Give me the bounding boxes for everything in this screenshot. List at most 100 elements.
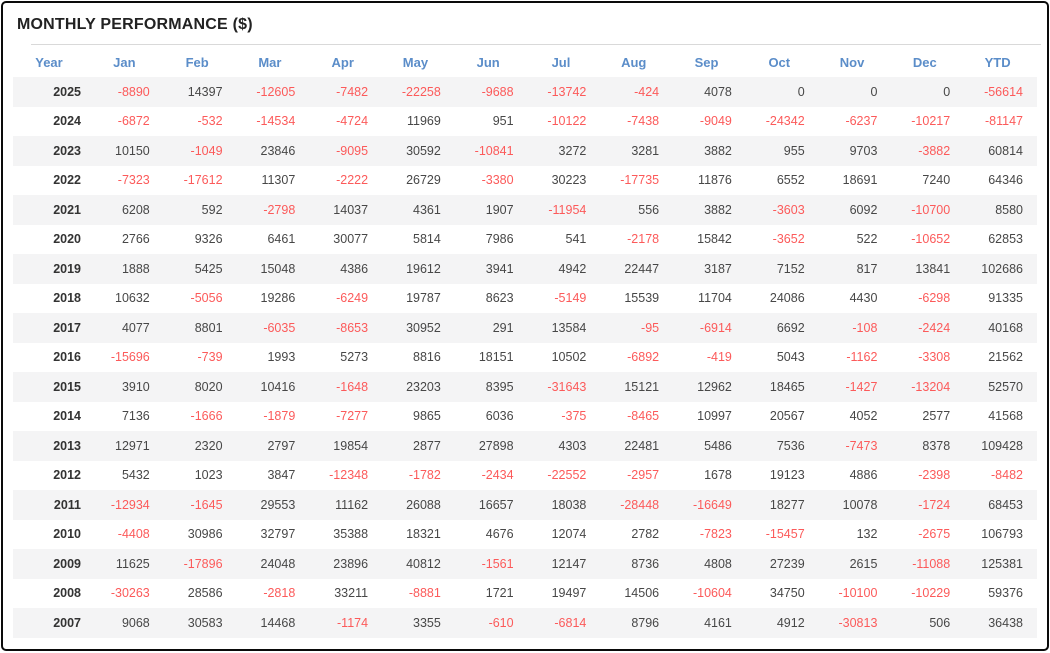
year-cell-2024: 2024 bbox=[53, 114, 81, 129]
cell-2011-ytd: 68453 bbox=[988, 497, 1023, 512]
year-cell-2017: 2017 bbox=[53, 320, 81, 335]
cell-2023-apr: -9095 bbox=[336, 143, 369, 158]
year-cell-2023: 2023 bbox=[53, 143, 81, 158]
cell-2021-jan: 6208 bbox=[121, 202, 150, 217]
cell-2011-nov: 10078 bbox=[842, 497, 878, 512]
cell-2014-jun: 6036 bbox=[485, 409, 514, 424]
cell-2007-sep: 4161 bbox=[704, 615, 732, 630]
cell-2016-oct: 5043 bbox=[776, 350, 805, 365]
cell-2008-aug: 14506 bbox=[624, 586, 660, 601]
cell-2012-jul: -22552 bbox=[547, 468, 587, 483]
table-row-2010: 2010 -4408 30986 32797 35388 18321 4676 12074 27… bbox=[13, 520, 1037, 550]
cell-2022-jun: -3380 bbox=[481, 173, 514, 188]
cell-2020-ytd: 62853 bbox=[988, 232, 1023, 247]
table-row-2019: 2019 1888 5425 15048 4386 19612 3941 4942 22447 3… bbox=[13, 254, 1037, 284]
cell-2008-dec: -10229 bbox=[911, 586, 951, 601]
cell-2015-aug: 15121 bbox=[624, 379, 660, 394]
cell-2022-mar: 11307 bbox=[261, 173, 296, 188]
header-row: Year Jan Feb Mar Apr May Jun Jul Aug Sep Oct Nov Dec… bbox=[13, 47, 1037, 77]
cell-2013-aug: 22481 bbox=[624, 438, 660, 453]
cell-2025-jul: -13742 bbox=[547, 84, 587, 99]
cell-2008-ytd: 59376 bbox=[988, 586, 1023, 601]
column-header-jan: Jan bbox=[113, 54, 136, 70]
cell-2010-may: 18321 bbox=[406, 527, 441, 542]
cell-2009-jul: 12147 bbox=[551, 556, 587, 571]
cell-2021-ytd: 8580 bbox=[995, 202, 1023, 217]
cell-2013-jan: 12971 bbox=[115, 438, 150, 453]
year-cell-2018: 2018 bbox=[53, 291, 81, 306]
cell-2013-nov: -7473 bbox=[845, 438, 878, 453]
year-cell-2022: 2022 bbox=[53, 173, 81, 188]
cell-2014-sep: 10997 bbox=[697, 409, 732, 424]
cell-2012-dec: -2398 bbox=[918, 468, 951, 483]
cell-2021-dec: -10700 bbox=[911, 202, 951, 217]
cell-2021-nov: 6092 bbox=[849, 202, 878, 217]
cell-2018-oct: 24086 bbox=[769, 291, 805, 306]
cell-2018-dec: -6298 bbox=[918, 291, 951, 306]
cell-2010-jan: -4408 bbox=[117, 527, 150, 542]
cell-2009-mar: 24048 bbox=[260, 556, 296, 571]
cell-2016-apr: 5273 bbox=[340, 350, 369, 365]
cell-2020-jan: 2766 bbox=[121, 232, 150, 247]
year-cell-2019: 2019 bbox=[53, 261, 81, 276]
cell-2020-aug: -2178 bbox=[627, 232, 660, 247]
column-header-apr: Apr bbox=[331, 54, 354, 70]
cell-2018-may: 19787 bbox=[406, 291, 441, 306]
cell-2012-nov: 4886 bbox=[849, 468, 878, 483]
cell-2014-nov: 4052 bbox=[849, 409, 878, 424]
cell-2007-feb: 30583 bbox=[187, 615, 223, 630]
cell-2013-ytd: 109428 bbox=[981, 438, 1023, 453]
cell-2013-jul: 4303 bbox=[558, 438, 587, 453]
cell-2012-oct: 19123 bbox=[769, 468, 805, 483]
cell-2015-ytd: 52570 bbox=[988, 379, 1023, 394]
cell-2020-may: 5814 bbox=[413, 232, 441, 247]
cell-2012-mar: 3847 bbox=[267, 468, 296, 483]
cell-2013-mar: 2797 bbox=[267, 438, 296, 453]
cell-2023-nov: 9703 bbox=[849, 143, 878, 158]
monthly-performance-table: Year Jan Feb Mar Apr May Jun Jul Aug Sep Oct Nov Dec… bbox=[13, 47, 1037, 638]
cell-2017-jun: 291 bbox=[492, 320, 514, 335]
cell-2013-apr: 19854 bbox=[333, 438, 369, 453]
table-row-2020: 2020 2766 9326 6461 30077 5814 7986 541 -2178 158… bbox=[13, 225, 1037, 255]
column-header-jul: Jul bbox=[551, 54, 571, 70]
cell-2025-dec: 0 bbox=[943, 84, 951, 99]
cell-2018-sep: 11704 bbox=[698, 291, 732, 306]
cell-2007-mar: 14468 bbox=[260, 615, 296, 630]
table-row-2009: 2009 11625 -17896 24048 23896 40812 -1561 12147… bbox=[13, 549, 1037, 579]
cell-2019-jul: 4942 bbox=[558, 261, 587, 276]
cell-2015-apr: -1648 bbox=[336, 379, 369, 394]
table-row-2014: 2014 7136 -1666 -1879 -7277 9865 6036 -375 -8465… bbox=[13, 402, 1037, 432]
cell-2020-nov: 522 bbox=[856, 232, 878, 247]
column-header-aug: Aug bbox=[621, 54, 647, 70]
cell-2014-feb: -1666 bbox=[190, 409, 223, 424]
cell-2011-apr: 11162 bbox=[335, 497, 369, 512]
cell-2008-sep: -10604 bbox=[692, 586, 732, 601]
cell-2019-ytd: 102686 bbox=[981, 261, 1023, 276]
cell-2007-oct: 4912 bbox=[776, 615, 805, 630]
cell-2016-sep: -419 bbox=[706, 350, 732, 365]
cell-2019-feb: 5425 bbox=[194, 261, 223, 276]
cell-2025-ytd: -56614 bbox=[984, 84, 1023, 99]
cell-2017-ytd: 40168 bbox=[988, 320, 1023, 335]
cell-2022-apr: -2222 bbox=[336, 173, 369, 188]
cell-2012-jun: -2434 bbox=[481, 468, 514, 483]
cell-2022-oct: 6552 bbox=[776, 173, 805, 188]
cell-2009-oct: 27239 bbox=[769, 556, 805, 571]
cell-2016-aug: -6892 bbox=[627, 350, 660, 365]
cell-2025-mar: -12605 bbox=[256, 84, 296, 99]
cell-2017-aug: -95 bbox=[641, 320, 660, 335]
year-cell-2016: 2016 bbox=[53, 350, 81, 365]
cell-2018-feb: -5056 bbox=[190, 291, 223, 306]
cell-2023-jun: -10841 bbox=[474, 143, 514, 158]
cell-2014-aug: -8465 bbox=[627, 409, 660, 424]
cell-2023-ytd: 60814 bbox=[988, 143, 1023, 158]
title-divider bbox=[31, 44, 1041, 45]
cell-2024-aug: -7438 bbox=[627, 114, 660, 129]
cell-2022-jan: -7323 bbox=[117, 173, 150, 188]
cell-2012-feb: 1023 bbox=[194, 468, 223, 483]
cell-2008-nov: -10100 bbox=[838, 586, 878, 601]
cell-2017-nov: -108 bbox=[852, 320, 878, 335]
cell-2008-jun: 1721 bbox=[485, 586, 514, 601]
cell-2009-ytd: 125381 bbox=[981, 556, 1023, 571]
